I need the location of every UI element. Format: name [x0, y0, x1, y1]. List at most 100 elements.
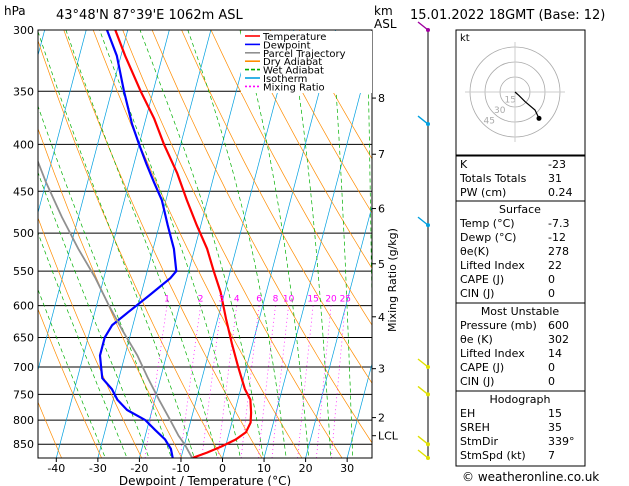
- asl-label: ASL: [374, 17, 397, 31]
- dry-adiabat-line: [269, 30, 372, 214]
- pressure-tick-label: 500: [13, 227, 34, 240]
- isotherm-line: [97, 30, 212, 458]
- wind-barb-staff: [417, 385, 429, 395]
- isotherm-line: [38, 30, 129, 372]
- most-unstable-row-value: 600: [548, 319, 569, 332]
- hodograph-table-box: [455, 390, 586, 467]
- hodograph-table-title: Hodograph: [490, 393, 551, 406]
- pressure-tick-label: 750: [13, 388, 34, 401]
- mixing-ratio-value-label: 15: [307, 295, 318, 305]
- hodograph-table-row-value: 15: [548, 407, 562, 420]
- isotherm-line: [305, 205, 372, 458]
- surface-row-value: 0: [548, 287, 555, 300]
- dry-adiabat-line: [63, 30, 263, 458]
- wind-barb-staff: [417, 449, 429, 459]
- wet-adiabat-line: [99, 30, 241, 458]
- isotherm-line: [55, 30, 170, 458]
- mixing-ratio-value-label: 20: [325, 295, 337, 305]
- location-title: 43°48'N 87°39'E 1062m ASL: [56, 8, 243, 23]
- wet-adiabat-line: [38, 288, 106, 458]
- temp-tick-label: 0: [219, 462, 226, 475]
- dry-adiabat-line: [151, 30, 372, 444]
- most-unstable-row-value: 0: [548, 361, 555, 374]
- pressure-tick-label: 400: [13, 138, 34, 151]
- legend-label: Isotherm: [263, 74, 307, 85]
- legend-label: Dewpoint: [263, 40, 311, 51]
- legend-label: Temperature: [262, 32, 326, 43]
- isotherm-line: [139, 30, 253, 458]
- pressure-tick-label: 850: [13, 438, 34, 451]
- mixing-ratio-value-label: 2: [198, 295, 204, 305]
- km-tick-label: 6: [378, 203, 385, 216]
- indices-row-value: 0.24: [548, 186, 573, 199]
- surface-row-label: CAPE (J): [460, 273, 504, 286]
- mixing-ratio-value-label: 6: [256, 295, 262, 305]
- mixing-ratio-axis-label: Mixing Ratio (g/kg): [386, 228, 399, 332]
- most-unstable-row-label: Pressure (mb): [460, 319, 537, 332]
- km-tick-label: 2: [378, 412, 385, 425]
- x-axis-label: Dewpoint / Temperature (°C): [119, 474, 291, 486]
- isotherm-line: [0, 30, 3, 458]
- wind-barb-staff: [417, 115, 429, 125]
- mixing-ratio-value-label: 8: [273, 295, 279, 305]
- mixing-ratio-line: [201, 305, 222, 458]
- isotherm-line: [346, 362, 372, 458]
- most-unstable-row-label: Lifted Index: [460, 347, 525, 360]
- isotherm-line: [38, 30, 87, 214]
- mixing-ratio-line: [179, 305, 201, 458]
- credit-text: © weatheronline.co.uk: [462, 470, 600, 484]
- isotherm-line: [222, 30, 336, 458]
- pressure-tick-label: 550: [13, 265, 34, 278]
- dry-adiabat-line: [299, 30, 372, 160]
- wet-adiabat-line: [187, 30, 287, 458]
- dry-adiabat-line: [38, 308, 102, 458]
- mixing-ratio-line: [297, 305, 314, 458]
- dry-adiabat-line: [38, 401, 62, 458]
- mixing-ratio-value-label: 4: [234, 295, 240, 305]
- pressure-tick-label: 650: [13, 332, 34, 345]
- km-tick-label: 3: [378, 363, 385, 376]
- wind-barb-staff: [417, 21, 429, 31]
- isotherm-line: [180, 30, 295, 458]
- surface-row-value: 0: [548, 273, 555, 286]
- temperature-curve: [114, 30, 253, 458]
- wet-adiabat-line: [366, 30, 372, 335]
- legend-box: [241, 31, 372, 93]
- pressure-tick-label: 300: [13, 24, 34, 37]
- hodograph-unit-label: kt: [460, 33, 470, 44]
- indices-row-label: Totals Totals: [459, 172, 527, 185]
- surface-row-value: 22: [548, 259, 562, 272]
- surface-row-label: Temp (°C): [459, 217, 515, 230]
- legend-label: Parcel Trajectory: [263, 49, 346, 60]
- dry-adiabat-line: [38, 39, 223, 458]
- temp-tick-label: 10: [257, 462, 271, 475]
- datetime-title: 15.01.2022 18GMT (Base: 12): [410, 8, 606, 23]
- hodograph-table-row-value: 7: [548, 449, 555, 462]
- km-tick-label: 4: [378, 311, 385, 324]
- surface-row-value: -7.3: [548, 217, 569, 230]
- km-tick-label: 8: [378, 92, 385, 105]
- parcel-trajectory-curve: [38, 159, 193, 458]
- hodograph-table-row-label: EH: [460, 407, 475, 420]
- wet-adiabat-line: [139, 30, 264, 458]
- pressure-tick-label: 350: [13, 85, 34, 98]
- legend-label: Dry Adiabat: [263, 57, 322, 68]
- mixing-ratio-line: [271, 305, 289, 458]
- dry-adiabat-line: [210, 30, 372, 326]
- dewpoint-curve: [98, 30, 178, 458]
- wind-barb-staff: [417, 216, 429, 226]
- plot-frame: [37, 29, 373, 459]
- surface-row-value: 278: [548, 245, 569, 258]
- hodograph-trace: [514, 91, 540, 119]
- dry-adiabat-line: [240, 30, 372, 270]
- hodograph-table-row-value: 339°: [548, 435, 575, 448]
- hodograph-ring-label: 45: [484, 117, 495, 127]
- most-unstable-row-value: 0: [548, 375, 555, 388]
- dry-adiabat-line: [38, 216, 143, 458]
- most-unstable-row-label: CIN (J): [460, 375, 494, 388]
- most-unstable-row-value: 302: [548, 333, 569, 346]
- surface-row-label: Lifted Index: [460, 259, 525, 272]
- wet-adiabat-line: [288, 30, 332, 458]
- most-unstable-box: [455, 302, 586, 392]
- wind-barb-staff: [417, 358, 429, 368]
